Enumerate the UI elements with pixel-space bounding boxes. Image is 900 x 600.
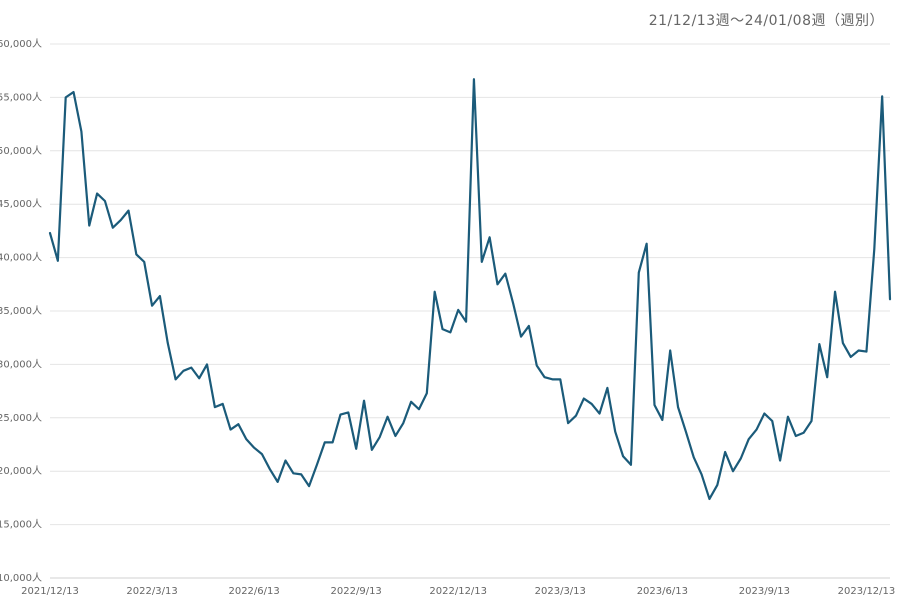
x-tick-label: 2023/6/13 (637, 586, 688, 597)
y-tick-label: 50,000人 (0, 145, 42, 157)
x-tick-label: 2023/12/13 (838, 586, 896, 597)
y-tick-label: 35,000人 (0, 305, 42, 317)
x-tick-label: 2022/9/13 (331, 586, 382, 597)
series-line (48, 78, 892, 501)
grid-layer (50, 43, 890, 579)
y-tick-label: 15,000人 (0, 519, 42, 531)
y-tick-label: 10,000人 (0, 572, 42, 584)
x-tick-label: 2023/9/13 (739, 586, 790, 597)
y-tick-label: 60,000人 (0, 38, 42, 50)
y-tick-label: 40,000人 (0, 252, 42, 264)
x-tick-label: 2023/3/13 (535, 586, 586, 597)
x-tick-label: 2022/12/13 (429, 586, 487, 597)
y-axis-ticks: 10,000人 15,000人 20,000人 25,000人 30,000人 35,00… (0, 38, 42, 584)
y-tick-label: 55,000人 (0, 91, 42, 103)
x-tick-label: 2022/3/13 (126, 586, 177, 597)
y-tick-label: 20,000人 (0, 465, 42, 477)
series-layer (48, 78, 892, 501)
y-tick-label: 25,000人 (0, 412, 42, 424)
x-axis-ticks: 2021/12/13 2022/3/13 2022/6/13 2022/9/13 202… (21, 586, 895, 597)
x-tick-label: 2021/12/13 (21, 586, 79, 597)
y-tick-label: 45,000人 (0, 198, 42, 210)
y-tick-label: 30,000人 (0, 358, 42, 370)
chart-title: 21/12/13週～24/01/08週（週別） (648, 13, 884, 29)
x-tick-label: 2022/6/13 (228, 586, 279, 597)
